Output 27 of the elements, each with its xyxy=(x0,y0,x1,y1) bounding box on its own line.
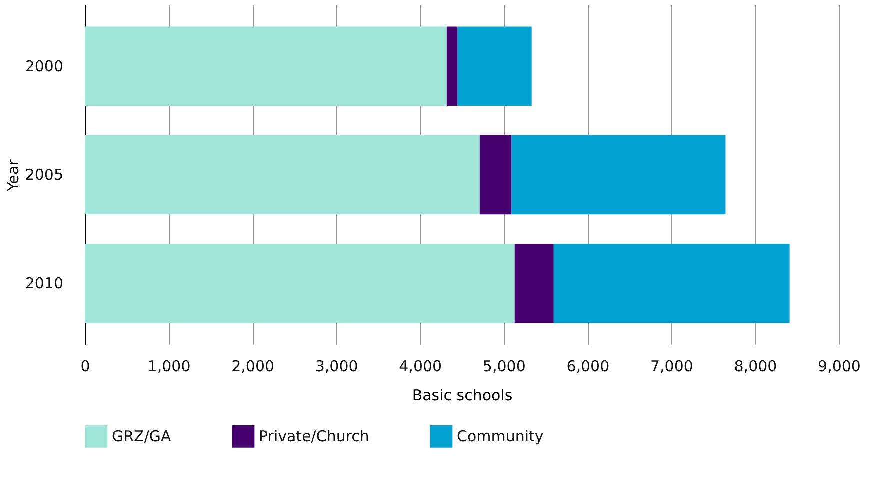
x-tick-label: 5,000 xyxy=(482,358,526,376)
x-tick-label: 2,000 xyxy=(232,358,275,376)
x-tick-label: 6,000 xyxy=(566,358,610,376)
bar xyxy=(85,135,480,215)
x-axis-title: Basic schools xyxy=(412,386,513,404)
y-tick-label: 2000 xyxy=(25,57,64,76)
legend-label: GRZ/GA xyxy=(112,428,172,446)
bar xyxy=(458,26,532,106)
bar xyxy=(446,26,458,106)
y-axis-title: Year xyxy=(4,158,22,192)
legend-label: Community xyxy=(457,428,544,446)
x-tick-label: 0 xyxy=(80,358,90,376)
x-tick-label: 1,000 xyxy=(148,358,191,376)
x-tick-label: 8,000 xyxy=(734,358,778,376)
x-tick-label: 3,000 xyxy=(315,358,358,376)
x-tick-label: 7,000 xyxy=(650,358,694,376)
bar xyxy=(85,26,447,106)
bar xyxy=(554,244,790,324)
y-tick-label: 2005 xyxy=(25,166,64,184)
x-tick-label: 9,000 xyxy=(818,358,861,376)
bar xyxy=(480,135,512,215)
x-tick-label: 4,000 xyxy=(399,358,442,376)
legend-label: Private/Church xyxy=(259,428,370,446)
y-tick-label: 2010 xyxy=(25,274,64,293)
bar xyxy=(514,244,554,324)
bar xyxy=(85,244,515,324)
bar xyxy=(512,135,726,215)
